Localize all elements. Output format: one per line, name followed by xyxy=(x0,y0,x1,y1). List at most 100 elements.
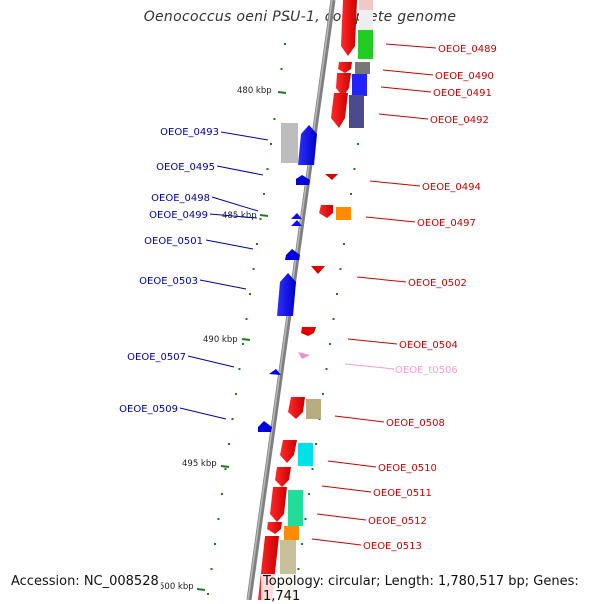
tick-mark xyxy=(196,588,206,591)
gene-label-0509[interactable]: OEOE_0509 xyxy=(119,404,178,415)
tick-label: 500 kbp xyxy=(159,582,194,592)
gene-label-0511[interactable]: OEOE_0511 xyxy=(373,488,432,499)
gene-label-0504[interactable]: OEOE_0504 xyxy=(399,340,458,351)
gene-label-0499[interactable]: OEOE_0499 xyxy=(149,210,208,221)
connector-0493 xyxy=(220,131,269,141)
gene-arrow-0509[interactable] xyxy=(258,421,272,432)
scale-dot xyxy=(353,168,356,170)
connector-0494 xyxy=(369,180,421,187)
scale-dot xyxy=(280,68,283,70)
scale-dot xyxy=(283,43,286,45)
scale-dot xyxy=(342,243,345,245)
scale-dot xyxy=(245,318,248,320)
scale-dot xyxy=(339,268,342,270)
scale-dot xyxy=(220,493,223,495)
gene-label-0491[interactable]: OEOE_0491 xyxy=(433,88,492,99)
gene-arrow-0502[interactable] xyxy=(311,266,325,274)
gene-label-0495[interactable]: OEOE_0495 xyxy=(156,162,215,173)
scale-dot xyxy=(224,468,227,470)
cog-box-0512 xyxy=(288,490,303,526)
gene-arrow-0492[interactable] xyxy=(331,93,348,128)
scale-dot xyxy=(217,518,220,520)
gene-arrow-0494[interactable] xyxy=(325,174,338,180)
cog-box-0513 xyxy=(284,526,299,540)
gene-label-0497[interactable]: OEOE_0497 xyxy=(417,218,476,229)
connector-0497 xyxy=(365,216,416,223)
gene-arrow-0504[interactable] xyxy=(301,327,316,336)
connector-0498 xyxy=(211,196,259,212)
gene-label-0503[interactable]: OEOE_0503 xyxy=(139,276,198,287)
scale-dot xyxy=(227,443,230,445)
gene-arrow-0495[interactable] xyxy=(296,175,310,185)
connector-0501 xyxy=(205,239,254,250)
scale-dot xyxy=(241,343,244,345)
tick-mark xyxy=(220,465,230,468)
scale-dot xyxy=(325,368,328,370)
gene-labels-left: OEOE_0493 OEOE_0495 OEOE_0498 OEOE_0499 … xyxy=(119,127,219,415)
gene-label-t0506[interactable]: OEOE_t0506 xyxy=(395,365,458,376)
gene-arrow-0491[interactable] xyxy=(336,73,351,97)
gene-arrow-0510[interactable] xyxy=(280,440,297,463)
gene-arrow-0490[interactable] xyxy=(338,62,352,73)
gene-label-0512[interactable]: OEOE_0512 xyxy=(368,516,427,527)
connector-0511 xyxy=(321,485,372,493)
trna-arrow-t0506[interactable] xyxy=(298,352,310,359)
cog-box-0489 xyxy=(358,30,373,59)
connector-0509 xyxy=(179,407,227,420)
tick-490kbp: 490 kbp xyxy=(203,335,251,345)
gene-label-0493[interactable]: OEOE_0493 xyxy=(160,127,219,138)
cog-box-0491 xyxy=(352,74,367,96)
scale-dot xyxy=(252,268,255,270)
genome-info-text: Topology: circular; Length: 1,780,517 bp… xyxy=(261,574,600,604)
gene-arrow-0503[interactable] xyxy=(277,273,296,316)
gene-arrow-0512[interactable] xyxy=(270,487,287,522)
cog-box-0508 xyxy=(306,399,321,419)
tick-mark xyxy=(277,91,287,94)
gene-arrow-0508[interactable] xyxy=(288,397,305,419)
gene-label-0490[interactable]: OEOE_0490 xyxy=(435,71,494,82)
cog-box-0489 xyxy=(359,0,373,10)
tick-mark xyxy=(241,338,251,341)
gene-label-0508[interactable]: OEOE_0508 xyxy=(386,418,445,429)
gene-label-0507[interactable]: OEOE_0507 xyxy=(127,352,186,363)
gene-arrow-0507[interactable] xyxy=(269,369,281,375)
gene-arrow-0511[interactable] xyxy=(275,467,291,487)
gene-arrow-0501[interactable] xyxy=(285,249,300,260)
cog-box-0510 xyxy=(298,443,313,466)
cog-box-0490 xyxy=(355,62,370,74)
gene-label-0502[interactable]: OEOE_0502 xyxy=(408,278,467,289)
scale-dot xyxy=(332,318,335,320)
gene-arrow-0513[interactable] xyxy=(267,522,282,534)
gene-arrow-0498[interactable] xyxy=(291,213,302,219)
scale-dot xyxy=(314,443,317,445)
gene-arrow-0499[interactable] xyxy=(291,220,302,226)
gene-label-0501[interactable]: OEOE_0501 xyxy=(144,236,203,247)
gene-label-0513[interactable]: OEOE_0513 xyxy=(363,541,422,552)
gene-label-0492[interactable]: OEOE_0492 xyxy=(430,115,489,126)
gene-label-0498[interactable]: OEOE_0498 xyxy=(151,193,210,204)
tick-label: 495 kbp xyxy=(182,459,217,469)
scale-dot xyxy=(287,18,290,20)
gene-arrow-0493[interactable] xyxy=(298,125,317,165)
scale-dot xyxy=(238,368,241,370)
reverse-genes xyxy=(258,123,317,432)
scale-dot xyxy=(273,118,276,120)
accession-text: Accession: NC_008528 xyxy=(9,574,161,589)
scale-dot xyxy=(304,518,307,520)
connector-t0506 xyxy=(344,363,395,370)
connector-0491 xyxy=(380,86,432,93)
forward-genes xyxy=(258,0,373,600)
gene-label-0510[interactable]: OEOE_0510 xyxy=(378,463,437,474)
scale-dot xyxy=(356,143,359,145)
gene-labels-right: OEOE_0489 OEOE_0490 OEOE_0491 OEOE_0492 … xyxy=(363,44,497,552)
scale-dot xyxy=(269,143,272,145)
connector-0499 xyxy=(209,213,258,219)
gene-arrow-0497[interactable] xyxy=(319,205,333,218)
connector-0495 xyxy=(216,165,264,176)
label-connectors-right xyxy=(311,43,437,546)
gene-label-0489[interactable]: OEOE_0489 xyxy=(438,44,497,55)
connector-0492 xyxy=(378,113,429,120)
gene-arrow-0489[interactable] xyxy=(341,0,357,56)
gene-label-0494[interactable]: OEOE_0494 xyxy=(422,182,481,193)
